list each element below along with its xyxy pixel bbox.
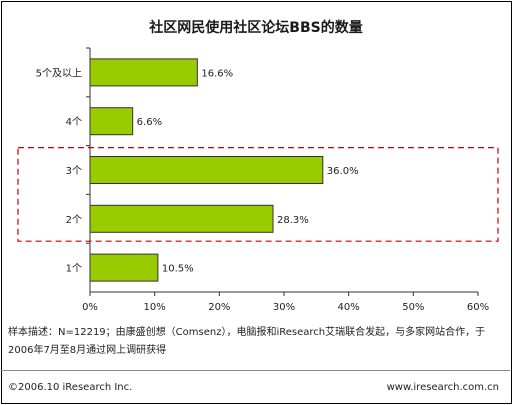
bar-2 [89,156,324,184]
category-label: 1个 [66,263,82,275]
category-label: 3个 [66,165,82,177]
category-label: 4个 [66,116,82,128]
x-tick-label: 10% [144,302,166,313]
sample-note: 样本描述：N=12219；由康盛创想（Comsenz），电脑报和iResearc… [8,327,486,356]
x-tick-label: 60% [467,302,489,313]
category-label: 2个 [66,214,82,226]
footer-divider [1,370,510,371]
data-label: 36.0% [327,166,359,177]
bar-4 [89,253,159,282]
x-tick-label: 30% [273,302,295,313]
bar-1 [89,107,134,136]
data-label: 16.6% [201,68,233,79]
x-tick-label: 20% [208,302,230,313]
data-label: 28.3% [277,215,309,226]
x-tick-label: 40% [338,302,360,313]
highlight-box [17,147,499,242]
x-tick-label: 0% [82,302,98,313]
website-text: www.iresearch.com.cn [386,382,499,393]
copyright-text: ©2006.10 iResearch Inc. [8,382,133,393]
data-label: 10.5% [162,264,194,275]
category-label: 5个及以上 [36,67,82,79]
chart-title: 社区网民使用社区论坛BBS的数量 [148,19,362,36]
x-tick-label: 50% [402,302,424,313]
bar-3 [89,204,274,233]
data-label: 6.6% [137,117,162,128]
bar-0 [89,58,198,87]
